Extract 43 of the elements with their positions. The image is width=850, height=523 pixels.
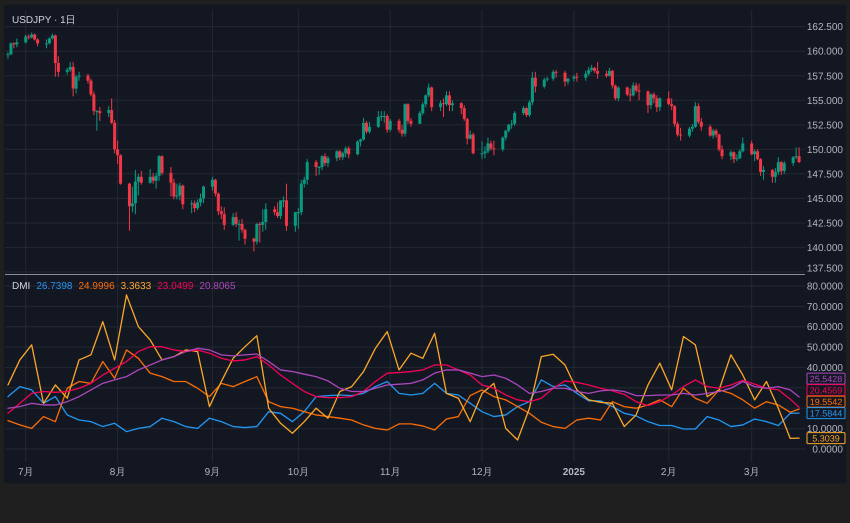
y-tick-label: 0.0000 bbox=[812, 444, 844, 456]
y-tick-label: 142.500 bbox=[806, 218, 844, 230]
y-tick-label: 137.500 bbox=[806, 264, 844, 274]
y-tick-label: 150.000 bbox=[806, 144, 844, 156]
annotation: 3.3633 bbox=[120, 281, 152, 292]
value-tag: 5.3039 bbox=[806, 432, 846, 444]
y-tick-label: 157.500 bbox=[806, 71, 844, 82]
x-tick-label: 8月 bbox=[110, 467, 126, 478]
data-label: 17.5844 bbox=[810, 408, 842, 418]
value-tag: 17.5844 bbox=[806, 407, 846, 420]
annotation: 23.0499 bbox=[157, 281, 194, 292]
annotation: 20.8065 bbox=[199, 281, 236, 292]
y-tick-label: 40.0000 bbox=[806, 362, 844, 374]
data-label: 20.4569 bbox=[810, 385, 842, 396]
annotation: 24.9996 bbox=[78, 281, 116, 292]
y-tick-label: 140.000 bbox=[806, 242, 844, 254]
data-label: 5.3039 bbox=[812, 433, 840, 444]
data-label: 25.5428 bbox=[810, 374, 842, 384]
value-tag: 19.5542 bbox=[806, 396, 846, 408]
annotation: 26.7398 bbox=[36, 281, 73, 292]
x-tick-label: 2025 bbox=[562, 467, 586, 478]
value-tag: 20.4569 bbox=[806, 384, 846, 396]
y-tick-label: 70.0000 bbox=[806, 302, 844, 313]
y-tick-label: 60.0000 bbox=[806, 322, 844, 334]
x-tick-label: 7月 bbox=[18, 467, 34, 478]
x-tick-label: 3月 bbox=[744, 467, 760, 478]
x-tick-label: 9月 bbox=[204, 467, 220, 478]
value-tag: 25.5428 bbox=[806, 372, 846, 385]
y-tick-label: 145.000 bbox=[806, 194, 844, 205]
y-tick-label: 80.0000 bbox=[806, 281, 844, 292]
text: DMI bbox=[12, 281, 30, 292]
y-tick-label: 162.500 bbox=[806, 22, 844, 34]
x-tick-label: 10月 bbox=[288, 467, 309, 478]
x-tick-label: 2月 bbox=[660, 467, 676, 478]
y-tick-label: 160.000 bbox=[806, 46, 844, 58]
y-tick-label: 155.000 bbox=[806, 96, 844, 107]
y-tick-label: 50.0000 bbox=[806, 342, 844, 354]
data-label: 19.5542 bbox=[810, 396, 842, 407]
y-tick-label: 152.500 bbox=[806, 120, 844, 132]
y-tick-label: 147.500 bbox=[806, 169, 844, 180]
text: USDJPY · 1日 bbox=[12, 15, 76, 26]
x-tick-label: 12月 bbox=[471, 467, 493, 478]
x-tick-label: 11月 bbox=[380, 467, 400, 478]
